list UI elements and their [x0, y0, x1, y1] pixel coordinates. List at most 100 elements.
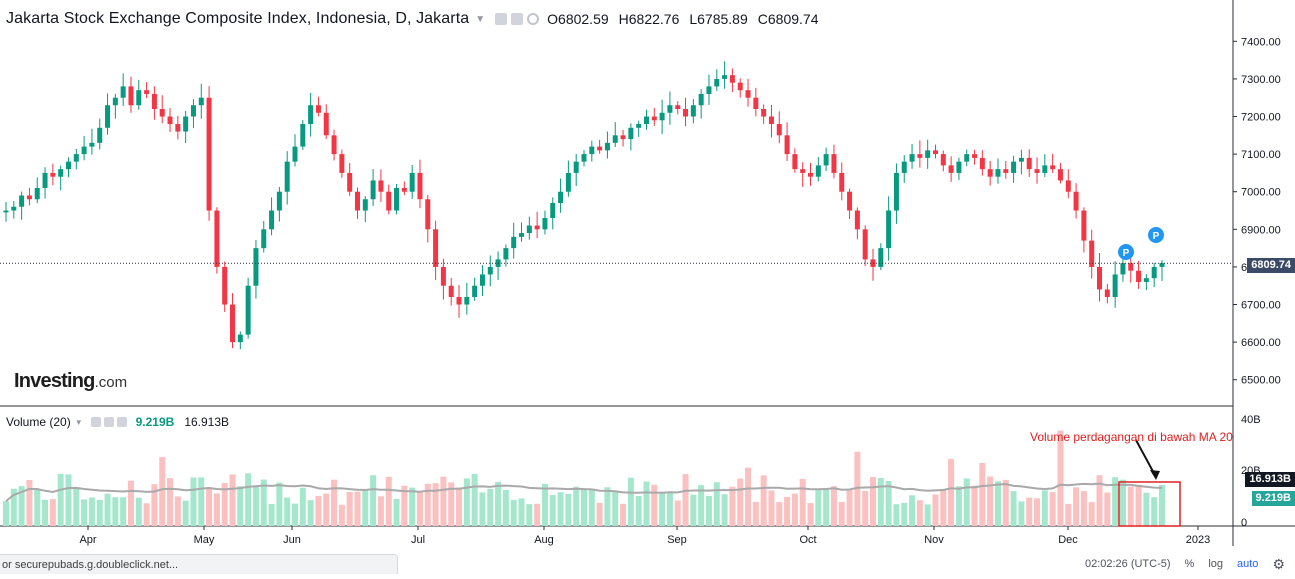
candle-body [11, 206, 17, 211]
symbol-title[interactable]: Jakarta Stock Exchange Composite Index, … [6, 10, 470, 27]
volume-bar [620, 503, 627, 526]
candle-body [667, 105, 673, 113]
volume-header: Volume (20) ▼ 9.219B 16.913B [6, 414, 229, 430]
volume-bar [18, 486, 25, 526]
volume-ma-tag: 16.913B [1245, 472, 1295, 487]
volume-bar [10, 488, 17, 526]
volume-bar [862, 491, 869, 526]
candle-body [909, 154, 915, 162]
volume-bar [698, 485, 705, 526]
volume-bar [768, 490, 775, 526]
candle-body [1050, 165, 1056, 170]
candle-body [409, 172, 415, 192]
gear-icon[interactable] [527, 13, 540, 25]
candle-body [831, 154, 837, 173]
candle-body [65, 161, 71, 170]
volume-bar [1151, 497, 1158, 526]
percent-toggle[interactable]: % [1184, 558, 1195, 570]
volume-bar [635, 495, 642, 526]
volume-bar [823, 488, 830, 526]
volume-bar [916, 500, 923, 526]
close-icon[interactable] [116, 417, 127, 427]
volume-bar [299, 487, 306, 526]
volume-bar [307, 500, 314, 526]
clock-text[interactable]: 02:02:26 (UTC-5) [1084, 558, 1171, 570]
volume-bar [331, 479, 338, 526]
candle-body [815, 165, 821, 177]
candle-body [1159, 263, 1165, 267]
volume-bar [1065, 503, 1072, 526]
volume-bar [612, 491, 619, 526]
volume-bar [1159, 485, 1165, 526]
candle-body [558, 191, 564, 203]
volume-bar [682, 474, 689, 526]
volume-bar [401, 485, 408, 526]
eye-icon[interactable] [495, 13, 508, 25]
volume-bar [57, 473, 64, 526]
volume-bar [26, 479, 33, 526]
candle-body [808, 172, 814, 177]
candle-body [589, 146, 595, 155]
volume-bar [268, 504, 275, 526]
volume-bar [596, 502, 603, 526]
volume-label[interactable]: Volume (20) [6, 415, 71, 429]
candle-body [1128, 263, 1134, 271]
volume-bar [292, 503, 298, 526]
candle-body [940, 154, 946, 166]
x-tick-label: 2023 [1186, 534, 1210, 546]
candle-body [847, 191, 853, 211]
candle-body [269, 210, 275, 230]
volume-bar [1002, 479, 1009, 526]
candle-body [42, 172, 48, 188]
volume-bar [1143, 492, 1150, 526]
auto-toggle[interactable]: auto [1237, 558, 1259, 570]
candle-body [323, 112, 329, 136]
candle-body [159, 109, 165, 117]
settings-icon[interactable] [103, 417, 114, 427]
candle-body [1143, 278, 1149, 282]
log-toggle[interactable]: log [1208, 558, 1224, 570]
candle-body [714, 78, 720, 87]
gear-icon[interactable]: ⚙ [1272, 555, 1285, 572]
volume-bar [151, 484, 158, 526]
volume-bar [588, 488, 595, 526]
volume-bar [370, 475, 377, 526]
volume-bar [276, 482, 283, 526]
candle-body [19, 195, 25, 207]
chevron-down-icon[interactable]: ▼ [74, 417, 83, 427]
settings-icon[interactable] [511, 13, 524, 25]
candle-body [394, 187, 400, 211]
candle-body [690, 105, 696, 117]
highlight-box [1118, 481, 1181, 527]
last-price-tag: 6809.74 [1247, 258, 1295, 273]
volume-bar [737, 478, 744, 526]
candle-body [698, 93, 704, 106]
volume-bar [471, 473, 478, 526]
chevron-down-icon[interactable]: ▼ [475, 13, 486, 25]
eye-icon[interactable] [90, 417, 101, 427]
candle-body [768, 116, 774, 125]
volume-bar [948, 458, 955, 526]
dividend-marker [1118, 244, 1134, 260]
volume-bar [159, 457, 166, 526]
volume-bar [112, 497, 119, 526]
candle-body [1003, 169, 1009, 173]
volume-bar [518, 498, 525, 526]
candle-body [979, 157, 985, 170]
candle-body [128, 86, 134, 106]
candle-body [440, 266, 446, 286]
volume-bar [448, 482, 455, 526]
x-tick-label: Sep [667, 534, 687, 546]
volume-bar [1112, 477, 1119, 526]
candle-body [511, 236, 517, 249]
y-tick-label: 7100.00 [1241, 149, 1281, 161]
volume-bar [901, 502, 908, 526]
volume-bar [252, 486, 259, 526]
volume-bar [127, 480, 134, 526]
candle-body [315, 105, 321, 113]
x-tick-label: May [194, 534, 215, 546]
volume-bar [924, 504, 931, 526]
volume-bar [1088, 502, 1095, 526]
